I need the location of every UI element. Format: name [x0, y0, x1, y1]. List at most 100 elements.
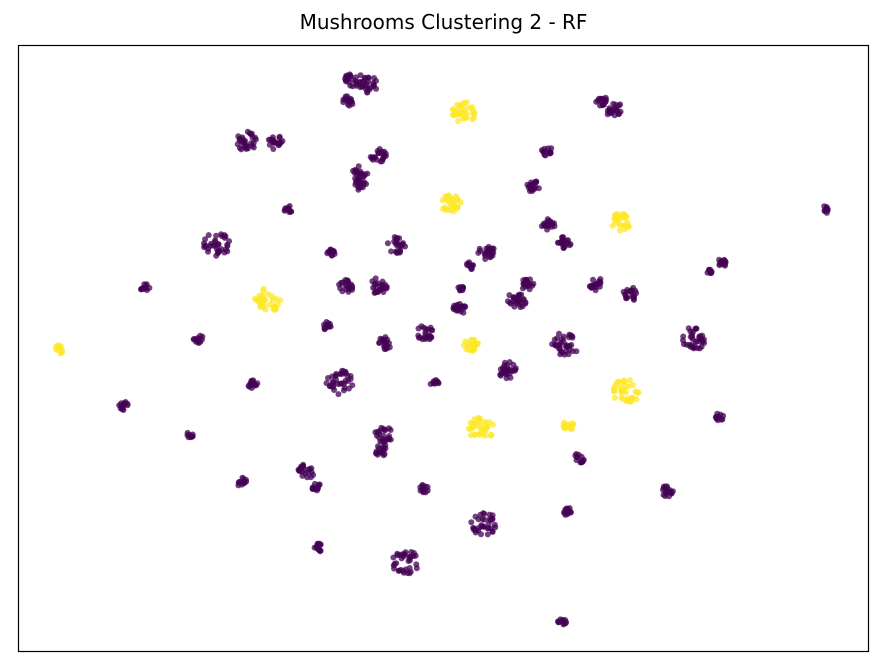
scatter-point [416, 334, 422, 341]
point-cluster-49 [116, 399, 131, 413]
scatter-point [250, 140, 257, 147]
scatter-point [520, 277, 527, 284]
point-cluster-31 [586, 276, 604, 294]
scatter-point [193, 338, 199, 345]
scatter-point [343, 286, 349, 293]
point-cluster-24 [464, 259, 477, 273]
scatter-point [627, 377, 633, 384]
point-cluster-62 [468, 510, 499, 538]
scatter-point [463, 114, 470, 121]
scatter-point [688, 342, 695, 349]
scatter-point [561, 425, 568, 432]
scatter-point [485, 525, 492, 532]
scatter-point [616, 227, 623, 234]
scatter-point [629, 382, 636, 389]
scatter-point [541, 145, 548, 152]
scatter-point [282, 205, 289, 212]
scatter-point [489, 516, 496, 523]
scatter-point [268, 293, 275, 300]
scatter-point [500, 366, 507, 373]
scatter-point [561, 419, 568, 426]
point-cluster-43 [680, 325, 708, 352]
scatter-point [479, 516, 486, 522]
scatter-point [383, 285, 390, 292]
scatter-point [687, 328, 694, 335]
scatter-point [287, 207, 293, 214]
scatter-point [247, 131, 254, 138]
scatter-point [478, 531, 484, 538]
scatter-point [205, 248, 211, 255]
point-cluster-61 [660, 483, 676, 500]
scatter-point [579, 459, 586, 466]
scatter-point [384, 240, 391, 247]
scatter-point [327, 382, 334, 389]
scatter-point [620, 288, 627, 295]
point-cluster-25 [704, 266, 715, 277]
scatter-point [304, 474, 311, 481]
scatter-point [604, 111, 611, 118]
scatter-point [484, 531, 491, 538]
scatter-point [201, 244, 208, 251]
scatter-point [422, 483, 429, 490]
scatter-point [250, 377, 257, 384]
scatter-point [394, 242, 401, 249]
point-cluster-47 [427, 377, 442, 387]
scatter-point [566, 421, 573, 428]
point-cluster-22 [324, 246, 338, 259]
point-cluster-53 [560, 419, 577, 433]
scatter-point [482, 256, 489, 262]
scatter-point [357, 72, 364, 79]
scatter-point [272, 304, 278, 311]
point-cluster-56 [295, 461, 317, 481]
scatter-point [556, 330, 562, 337]
scatter-point [448, 197, 455, 204]
scatter-point [307, 466, 314, 473]
scatter-point [120, 407, 127, 413]
scatter-point [622, 383, 629, 390]
point-cluster-2 [340, 93, 356, 109]
scatter-point [460, 284, 466, 291]
scatter-point [395, 567, 402, 574]
scatter-point [317, 548, 324, 555]
scatter-point [458, 110, 465, 117]
scatter-point [314, 543, 320, 550]
scatter-point [457, 199, 464, 206]
scatter-point [626, 398, 633, 405]
scatter-point [621, 214, 628, 221]
scatter-point [722, 258, 729, 265]
scatter-point [348, 281, 355, 288]
scatter-point [55, 342, 62, 349]
point-cluster-26 [138, 281, 153, 294]
scatter-point [379, 281, 385, 288]
scatter-point [617, 101, 624, 108]
scatter-point [515, 292, 522, 299]
scatter-point [402, 243, 409, 250]
scatter-point [310, 472, 317, 478]
scatter-point [371, 281, 378, 288]
scatter-point [488, 431, 495, 438]
scatter-point [680, 333, 687, 340]
scatter-point [406, 570, 413, 577]
point-cluster-64 [311, 540, 324, 555]
scatter-point [611, 388, 618, 395]
scatter-point [560, 333, 567, 340]
point-cluster-65 [390, 549, 420, 577]
scatter-point [382, 345, 389, 352]
scatter-point [356, 184, 363, 191]
point-cluster-37 [190, 332, 206, 346]
point-cluster-6 [234, 128, 259, 153]
scatter-point [276, 134, 283, 141]
scatter-point [261, 302, 267, 309]
scatter-point [314, 485, 321, 492]
scatter-point [468, 519, 475, 526]
point-cluster-34 [504, 291, 529, 311]
scatter-point [519, 285, 526, 292]
scatter-point [560, 245, 567, 251]
scatter-point [342, 277, 349, 283]
point-cluster-29 [455, 284, 466, 294]
scatter-point [620, 396, 627, 403]
scatter-point [469, 116, 476, 123]
scatter-point [507, 299, 514, 306]
point-cluster-15 [821, 203, 831, 216]
scatter-point [215, 250, 221, 256]
